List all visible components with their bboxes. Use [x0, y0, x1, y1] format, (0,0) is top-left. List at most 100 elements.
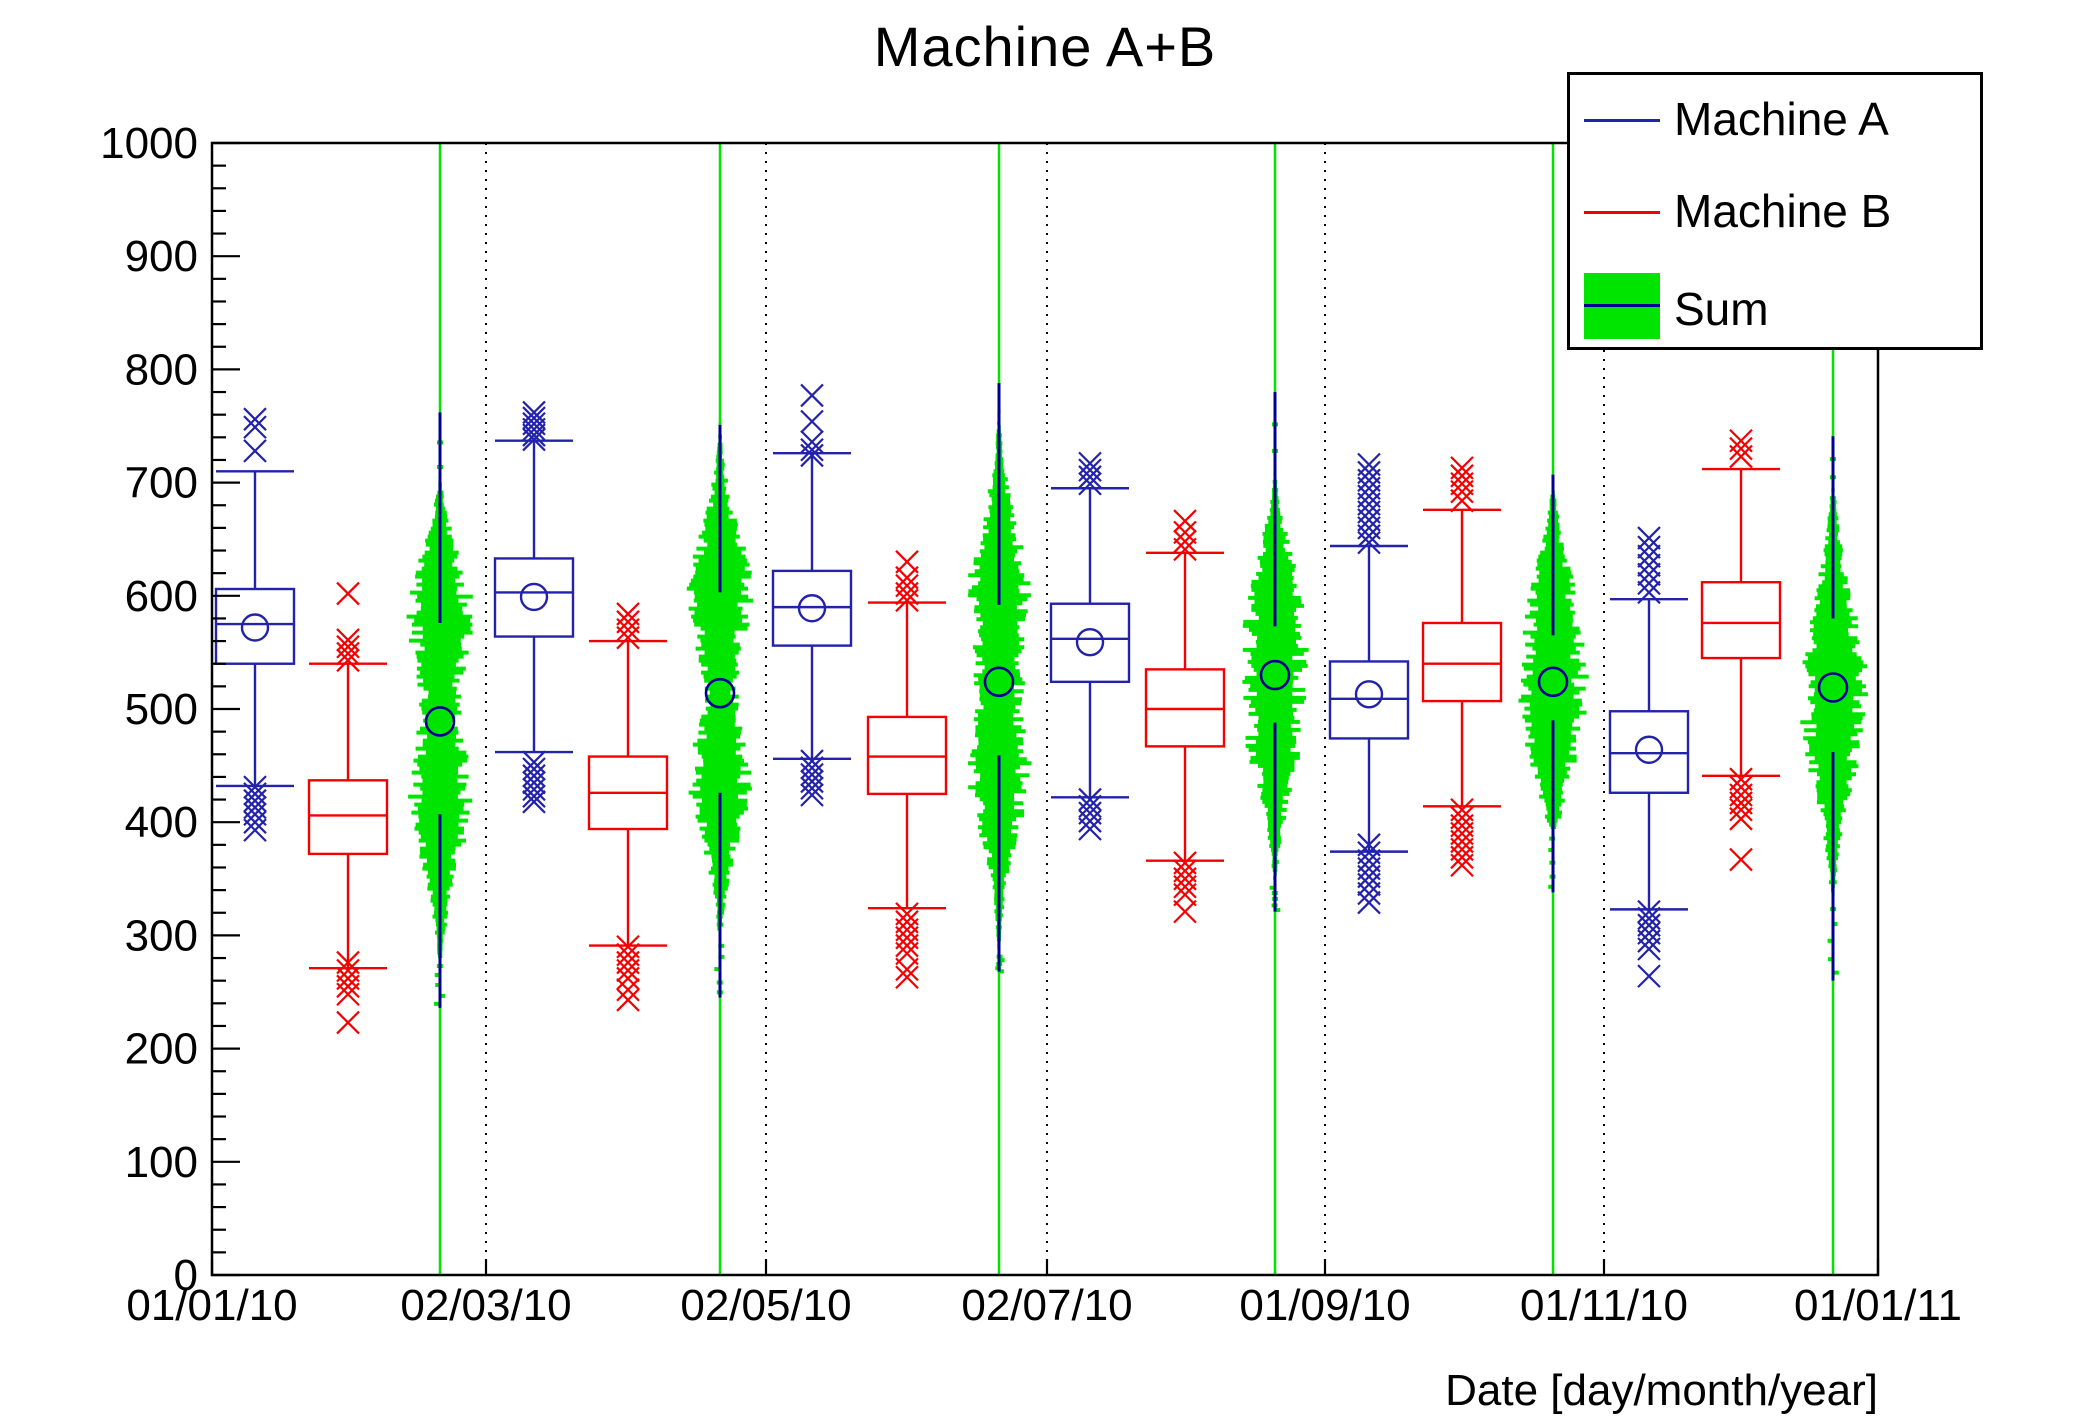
outlier-x-mark [1357, 524, 1381, 548]
machine-a-mean-circle [240, 613, 270, 642]
outlier-x-mark [336, 581, 360, 606]
sum-mean-circle [1817, 672, 1849, 703]
outlier-x-mark [1357, 881, 1381, 906]
sum-violin-tail-mark [1827, 938, 1834, 943]
outlier-x-mark [1729, 444, 1753, 469]
outlier-x-mark [1357, 890, 1381, 915]
outlier-x-mark [1637, 937, 1661, 961]
outlier-x-mark [895, 957, 919, 982]
outlier-x-mark [522, 406, 546, 430]
y-tick-label: 200 [125, 1025, 198, 1074]
y-tick-label: 100 [125, 1138, 198, 1187]
sum-violin-tail-mark [1548, 848, 1555, 853]
outlier-x-mark [1729, 436, 1753, 461]
legend-label: Machine A [1674, 92, 1889, 145]
sum-violin-tail-mark [1548, 884, 1555, 889]
sum-mean-circle [424, 706, 456, 737]
outlier-x-mark [522, 777, 546, 802]
machine-a-box [493, 557, 575, 638]
outlier-x-mark [1637, 553, 1661, 578]
outlier-x-mark [616, 958, 640, 983]
sum-violin [406, 482, 473, 958]
x-tick-label: 01/11/10 [1520, 1281, 1688, 1330]
y-tick-label: 800 [125, 345, 198, 394]
outlier-x-mark [1173, 882, 1197, 907]
sum-violin-tail-mark [998, 958, 1005, 963]
outlier-x-mark [895, 588, 919, 613]
machine-a-mean-circle [797, 594, 827, 623]
sum-violin-tail-mark [435, 982, 442, 987]
sum-violin-tail-mark [997, 969, 1004, 974]
outlier-x-mark [800, 383, 824, 408]
outlier-x-mark [1078, 471, 1102, 496]
sum-violin [968, 393, 1032, 953]
outlier-x-mark [522, 790, 546, 814]
legend-entry-sum: Sum [1570, 265, 1980, 357]
outlier-x-mark [616, 625, 640, 650]
outlier-x-mark [336, 982, 360, 1007]
outlier-x-mark [1450, 479, 1474, 504]
legend: Machine A Machine B Sum [1567, 72, 1983, 350]
outlier-x-mark [1078, 465, 1102, 489]
sum-mean-circle [983, 666, 1015, 698]
outlier-x-mark [1357, 864, 1381, 889]
outlier-x-mark [800, 437, 824, 462]
outlier-x-mark [1729, 807, 1753, 831]
outlier-x-mark [1729, 847, 1753, 872]
outlier-x-mark [243, 818, 267, 842]
y-tick-label: 1000 [100, 119, 198, 168]
machine-b-box [307, 779, 389, 856]
outlier-x-mark [1450, 853, 1474, 877]
machine-a-mean-circle [1634, 735, 1664, 764]
machine-b-box [1421, 621, 1503, 703]
x-tick-label: 02/07/10 [961, 1281, 1132, 1330]
outlier-x-mark [800, 443, 824, 468]
outlier-x-mark [895, 581, 919, 606]
sum-violin-swatch [1584, 273, 1660, 339]
outlier-x-mark [616, 988, 640, 1012]
x-axis-title: Date [day/month/year] [1445, 1366, 1878, 1415]
y-tick-label: 700 [125, 459, 198, 508]
outlier-x-mark [895, 933, 919, 958]
outlier-x-mark [336, 1010, 360, 1035]
outlier-x-mark [1078, 817, 1102, 841]
outlier-x-mark [1173, 874, 1197, 899]
outlier-x-mark [1357, 872, 1381, 897]
outlier-x-mark [522, 427, 546, 452]
machine-a-box [214, 587, 296, 665]
sum-violin [1518, 482, 1589, 829]
x-tick-label: 01/01/10 [126, 1281, 297, 1330]
outlier-x-mark [1450, 845, 1474, 870]
y-tick-label: 300 [125, 911, 198, 960]
outlier-x-mark [1637, 571, 1661, 596]
machine-a-mean-circle [519, 582, 549, 612]
y-tick-label: 0 [174, 1251, 198, 1300]
outlier-x-mark [1357, 530, 1381, 555]
outlier-x-mark [1173, 509, 1197, 533]
outlier-x-mark [1637, 544, 1661, 568]
y-tick-label: 900 [125, 232, 198, 281]
outlier-x-mark [1637, 929, 1661, 953]
outlier-x-mark [616, 966, 640, 991]
sum-violin-tail-mark [714, 967, 721, 972]
sum-violin-tail-mark [1827, 957, 1834, 962]
legend-entry-machine-a: Machine A [1570, 75, 1980, 167]
x-tick-label: 01/01/11 [1794, 1281, 1962, 1330]
outlier-x-mark [1729, 797, 1753, 822]
legend-entry-machine-b: Machine B [1570, 167, 1980, 259]
outlier-x-mark [1078, 809, 1102, 833]
legend-label: Machine B [1674, 184, 1892, 237]
outlier-x-mark [616, 617, 640, 642]
machine-b-line-swatch [1584, 211, 1660, 214]
sum-violin-tail-mark [438, 993, 445, 998]
outlier-x-mark [522, 423, 546, 447]
outlier-x-mark [336, 648, 360, 673]
sum-mean-circle [704, 677, 736, 709]
outlier-x-mark [336, 641, 360, 666]
outlier-x-mark [1450, 471, 1474, 496]
outlier-x-mark [243, 439, 267, 463]
outlier-x-mark [522, 417, 546, 442]
x-tick-label: 01/09/10 [1239, 1281, 1410, 1330]
